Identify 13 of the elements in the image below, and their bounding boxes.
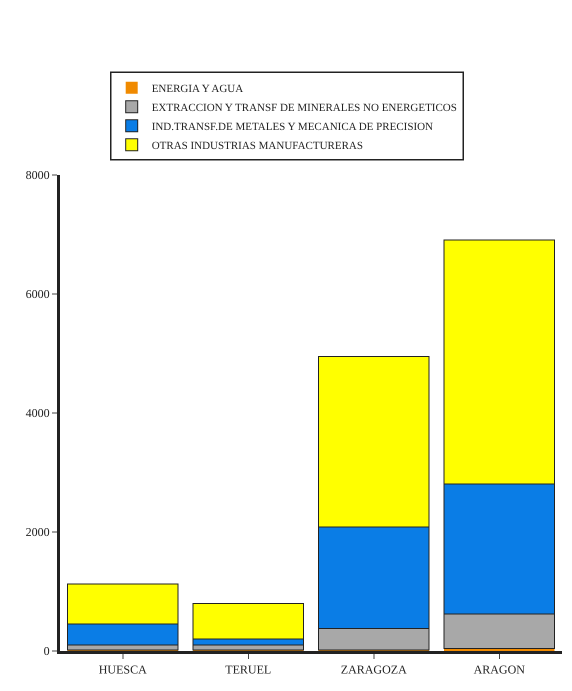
legend-label: IND.TRANSF.DE METALES Y MECANICA DE PRECISION xyxy=(152,121,434,134)
legend-label: ENERGIA Y AGUA xyxy=(152,83,244,96)
legend-label: EXTRACCION Y TRANSF DE MINERALES NO ENERGETICOS xyxy=(152,102,457,114)
x-tick-label: TERUEL xyxy=(225,662,272,676)
y-tick-label: 8000 xyxy=(26,168,50,182)
x-tick-label: ZARAGOZA xyxy=(340,662,408,676)
x-tick-label: ARAGON xyxy=(474,662,526,676)
y-tick-label: 0 xyxy=(44,644,50,658)
y-tick-label: 4000 xyxy=(26,406,50,420)
x-tick-label: HUESCA xyxy=(98,662,148,676)
legend-label: OTRAS INDUSTRIAS MANUFACTURERAS xyxy=(152,140,363,152)
y-tick-label: 6000 xyxy=(26,287,50,302)
y-tick-label: 2000 xyxy=(26,525,50,540)
